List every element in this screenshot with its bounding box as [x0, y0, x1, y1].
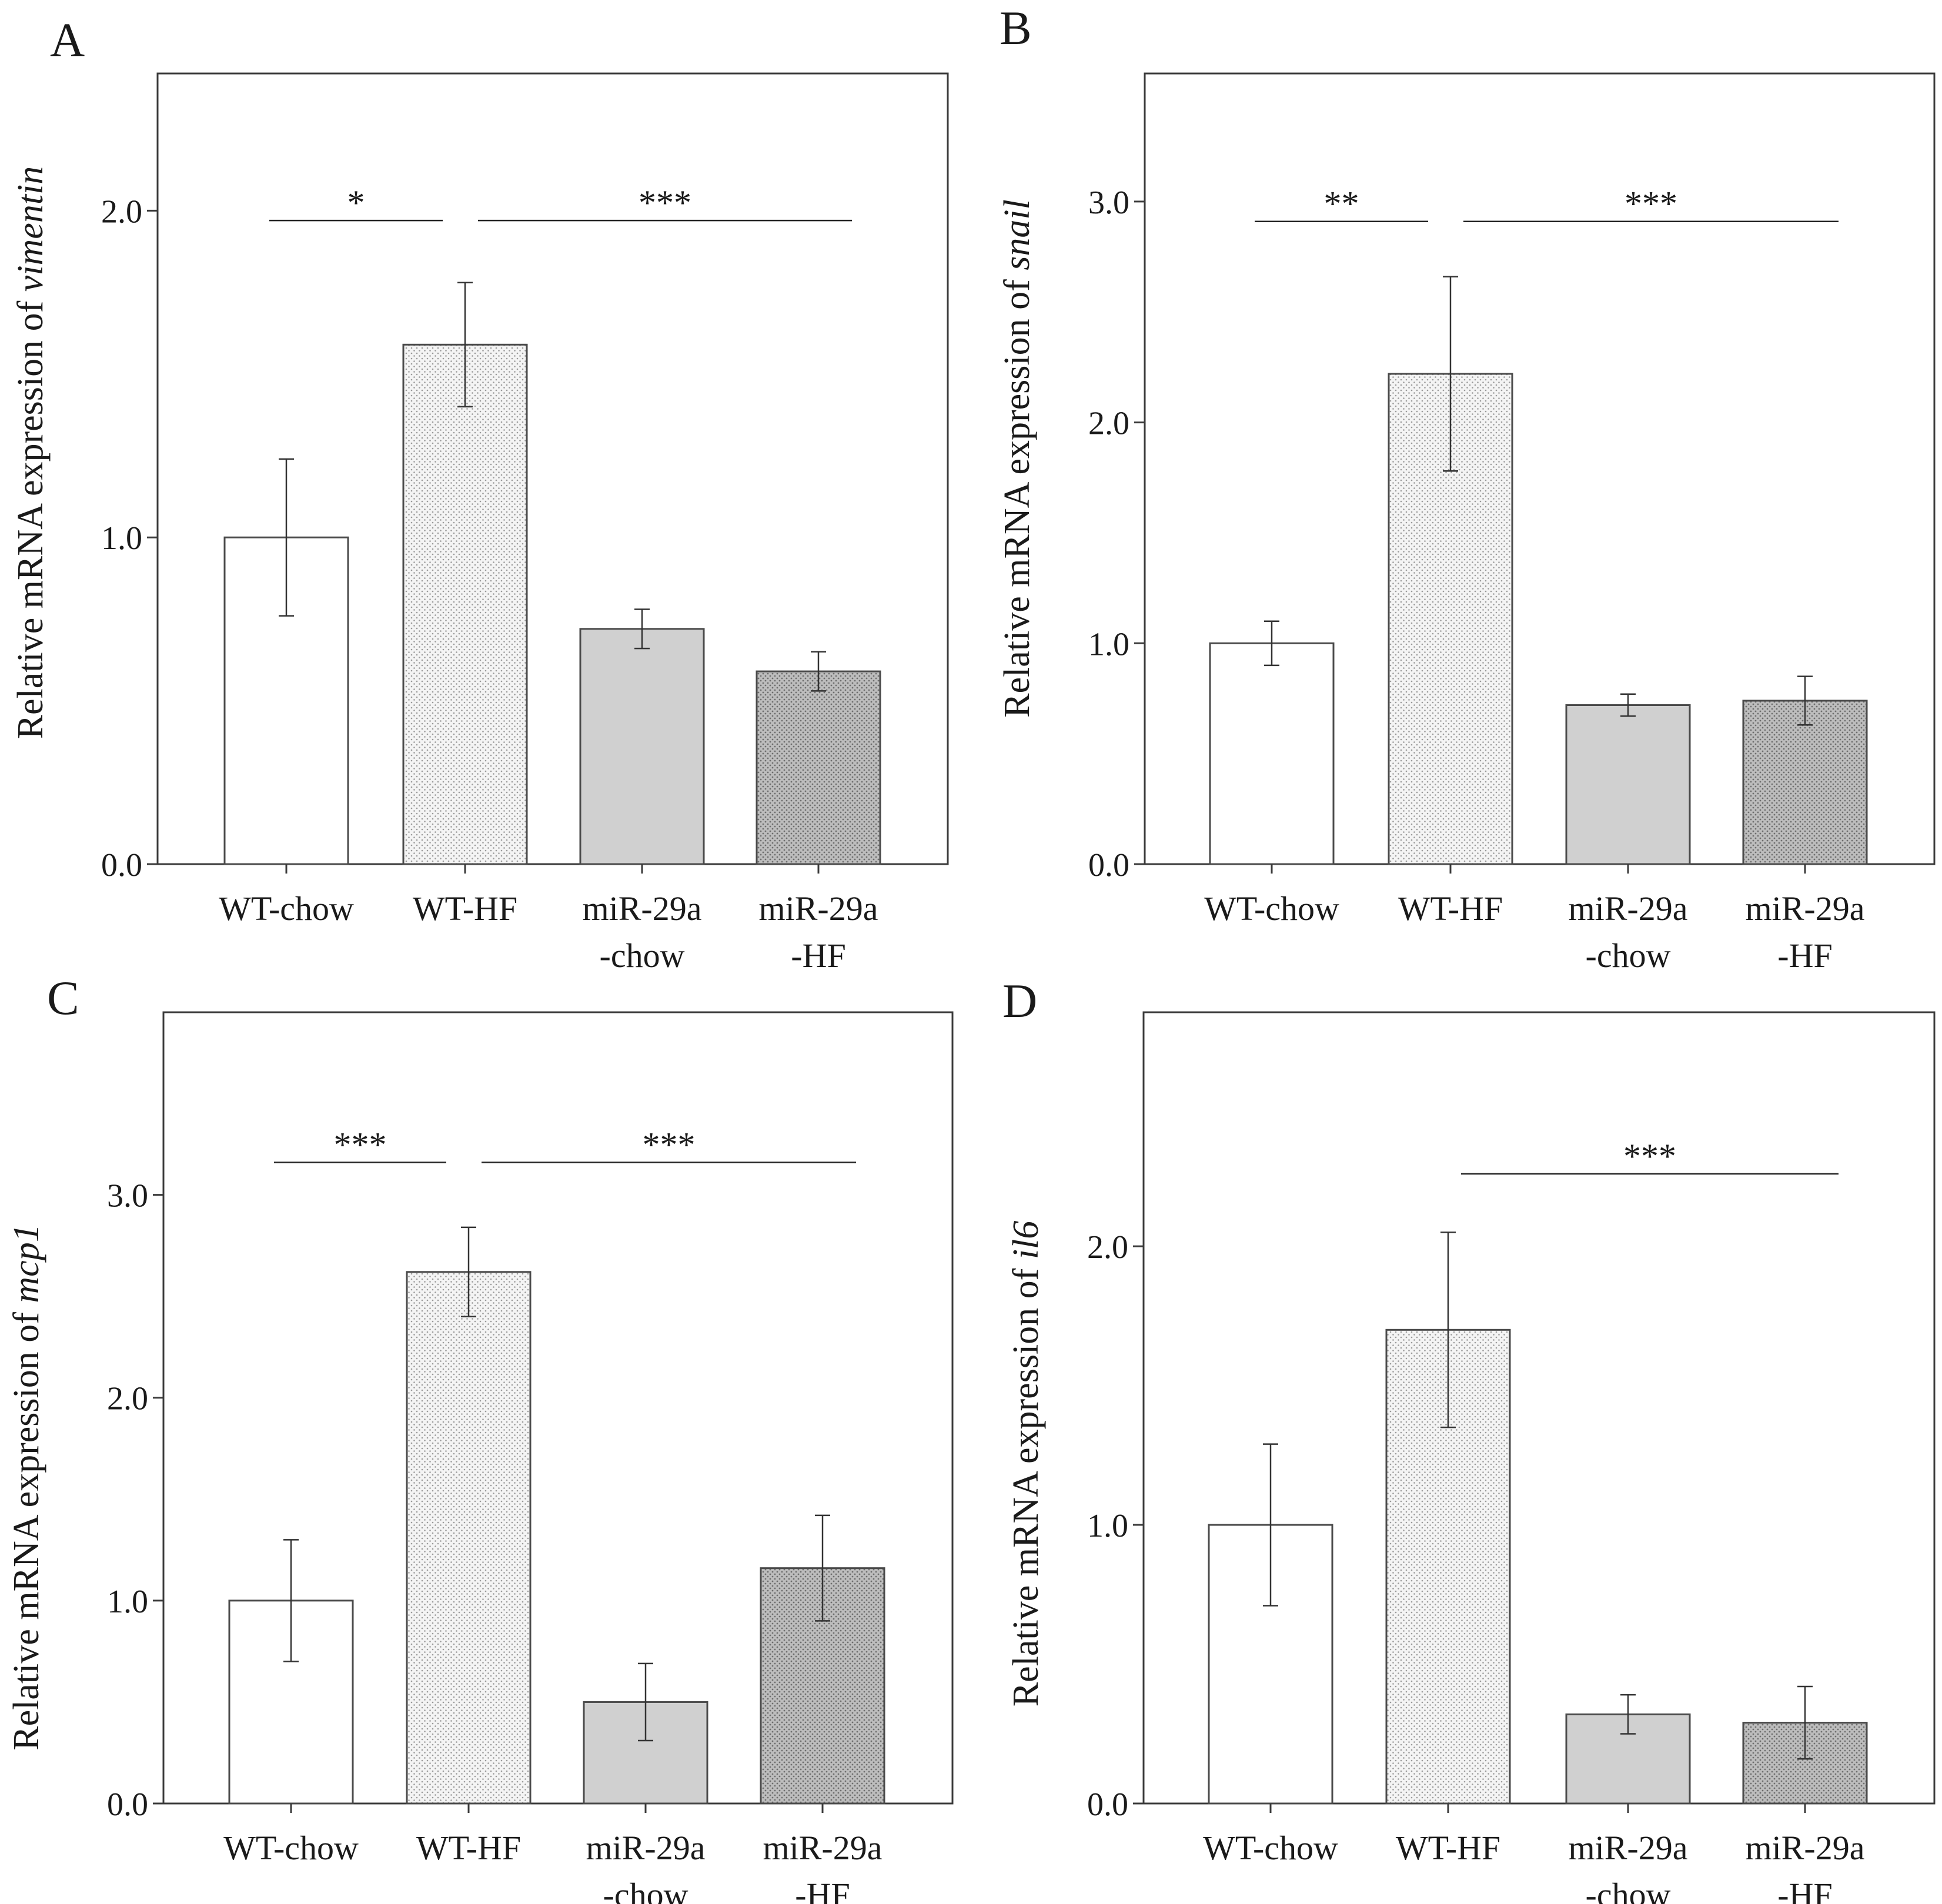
- panel-a-y-tick-label: 2.0: [101, 193, 142, 230]
- panel-b-x-tick-label: miR-29a: [1746, 889, 1865, 928]
- panel-d-plot-frame: [1142, 1011, 1936, 1805]
- panel-d-label: D: [1002, 974, 1037, 1028]
- panel-d-y-tick-label: 0.0: [1087, 1786, 1128, 1823]
- panel-d-y-tick-label: 2.0: [1087, 1229, 1128, 1266]
- panel-c-y-axis-label: Relative mRNA expression of mcp1: [6, 1224, 46, 1750]
- panel-a-bar-mir29a-chow: [579, 628, 705, 865]
- panel-b-significance-label: ***: [1625, 185, 1677, 223]
- panel-b-bar-mir29a-hf: [1742, 700, 1868, 865]
- panel-a-x-tick-label: WT-chow: [219, 889, 354, 928]
- panel-b-plot-frame: [1144, 72, 1936, 865]
- panel-a-x-tick-label: WT-HF: [413, 889, 517, 928]
- panel-c-y-tick-label: 3.0: [107, 1178, 148, 1214]
- panel-b-x-tick-label: -chow: [1586, 936, 1671, 975]
- panel-c-x-tick-label: -chow: [603, 1876, 688, 1904]
- panel-c-y-tick-label: 1.0: [107, 1584, 148, 1620]
- panel-c: C Relative mRNA expression of mcp1 0.0 1.…: [6, 971, 954, 1904]
- panel-d-x-tick-label: miR-29a: [1569, 1829, 1688, 1867]
- panel-d-y-tick-label: 1.0: [1087, 1508, 1128, 1544]
- panel-b-x-tick-label: WT-chow: [1204, 889, 1339, 928]
- panel-d-plot: 0.0 1.0 2.0 WT-chow WT-HF miR-29a -chow miR-29a…: [1087, 1011, 1936, 1904]
- panel-a-y-tick-label: 0.0: [101, 847, 142, 884]
- panel-a-significance-label: *: [347, 183, 365, 222]
- panel-c-x-tick-label: -HF: [795, 1876, 850, 1904]
- panel-b-x-tick-label: -HF: [1777, 936, 1832, 975]
- panel-a-x-tick-label: miR-29a: [759, 889, 878, 928]
- panel-b-plot: 0.0 1.0 2.0 3.0 WT-chow WT-HF miR-29a -chow miR-…: [1088, 72, 1936, 975]
- panel-c-x-tick-label: WT-chow: [223, 1829, 359, 1867]
- panel-c-x-tick-label: miR-29a: [586, 1829, 706, 1867]
- panel-b-significance-label: **: [1324, 185, 1359, 223]
- panel-b: B Relative mRNA expression of snail 0.0 1…: [997, 1, 1936, 975]
- panel-a-x-tick-label: -chow: [600, 936, 685, 975]
- panel-c-significance-label: ***: [643, 1125, 696, 1164]
- panel-d-x-tick-label: -HF: [1777, 1876, 1832, 1904]
- panel-d-x-tick-label: miR-29a: [1746, 1829, 1865, 1867]
- panel-c-y-tick-label: 0.0: [107, 1786, 148, 1823]
- panel-c-bar-wt-hf: [406, 1271, 532, 1805]
- panel-b-x-tick-label: miR-29a: [1569, 889, 1688, 928]
- panel-a: A Relative mRNA expression of vimentin 0…: [11, 13, 949, 975]
- panel-a-bar-wt-hf: [402, 343, 528, 865]
- panel-a-y-axis-label: Relative mRNA expression of vimentin: [11, 166, 51, 739]
- panel-c-x-tick-label: WT-HF: [416, 1829, 521, 1867]
- panel-a-label: A: [50, 13, 85, 66]
- panel-a-bar-mir29a-hf: [756, 670, 881, 865]
- panel-a-plot: 0.0 1.0 2.0 WT-chow WT-HF miR-29a -chow miR-29a…: [101, 72, 949, 975]
- panel-d-x-tick-label: -chow: [1586, 1876, 1671, 1904]
- panel-b-bar-wt-chow: [1209, 642, 1335, 865]
- panel-b-label: B: [1000, 1, 1032, 55]
- panel-b-y-tick-label: 2.0: [1088, 406, 1129, 442]
- panel-a-x-tick-label: miR-29a: [583, 889, 702, 928]
- panel-b-y-tick-label: 3.0: [1088, 185, 1129, 221]
- panel-c-label: C: [47, 971, 79, 1025]
- panel-d-x-tick-label: WT-HF: [1396, 1829, 1500, 1867]
- panel-c-plot-frame: [162, 1011, 954, 1805]
- panel-a-x-tick-label: -HF: [791, 936, 845, 975]
- panel-c-significance-label: ***: [334, 1125, 387, 1164]
- panel-d: D Relative mRNA expression of il6 0.0 1.0…: [1002, 974, 1936, 1904]
- panel-b-y-tick-label: 1.0: [1088, 626, 1129, 662]
- panel-a-y-tick-label: 1.0: [101, 520, 142, 557]
- panel-c-y-tick-label: 2.0: [107, 1381, 148, 1417]
- panel-a-significance-label: ***: [639, 183, 691, 222]
- panel-d-x-tick-label: WT-chow: [1203, 1829, 1338, 1867]
- panel-c-plot: 0.0 1.0 2.0 3.0 WT-chow WT-HF miR-29a -chow miR-…: [107, 1011, 954, 1904]
- panel-d-significance-label: ***: [1623, 1137, 1676, 1176]
- panel-b-x-tick-label: WT-HF: [1398, 889, 1503, 928]
- panel-a-plot-frame: [156, 72, 949, 865]
- panel-b-y-tick-label: 0.0: [1088, 847, 1129, 884]
- panel-b-bar-mir29a-chow: [1565, 704, 1691, 865]
- panel-b-y-axis-label: Relative mRNA expression of snail: [997, 199, 1037, 718]
- panel-d-y-axis-label: Relative mRNA expression of il6: [1006, 1221, 1046, 1707]
- panel-c-x-tick-label: miR-29a: [763, 1829, 883, 1867]
